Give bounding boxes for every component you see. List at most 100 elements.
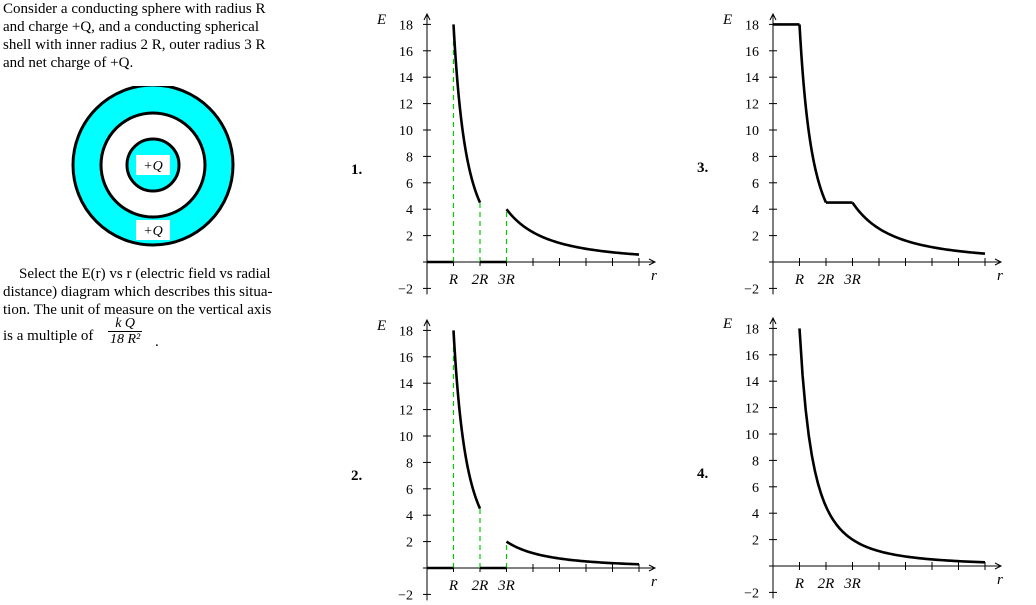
y-tick-label: 4 xyxy=(752,203,759,218)
y-tick-label: 6 xyxy=(752,177,759,192)
y-tick-label: 18 xyxy=(745,18,759,33)
x-tick-label: R xyxy=(448,272,458,288)
y-axis-name: E xyxy=(376,318,386,334)
x-axis-arrow xyxy=(648,258,657,266)
y-tick-label: 10 xyxy=(745,428,759,443)
instruction-line: is a multiple of xyxy=(3,328,94,344)
x-tick-label: 3R xyxy=(497,578,515,594)
y-tick-label: −2 xyxy=(398,282,413,297)
instruction-line: Select the E(r) vs r (electric field vs … xyxy=(19,266,271,282)
y-tick-label: 6 xyxy=(752,481,759,496)
chart-choice-2[interactable]: 18 16 14 12 10 8 6 4 2 −2 E R 2R 3R r xyxy=(365,306,665,605)
y-tick-label: 4 xyxy=(406,509,413,524)
y-tick-label: 8 xyxy=(406,456,413,471)
problem-intro: Consider a conducting sphere with radius… xyxy=(3,0,321,72)
choice-label-3: 3. xyxy=(697,160,709,176)
x-tick-label: 2R xyxy=(818,576,835,592)
x-tick-label: 3R xyxy=(497,272,515,288)
y-tick-label: 14 xyxy=(399,71,413,86)
field-curve-segment xyxy=(452,330,482,510)
unit-tail: . xyxy=(155,334,159,350)
y-tick-label: 18 xyxy=(399,18,413,33)
y-axis-name: E xyxy=(722,12,732,28)
y-tick-label: 2 xyxy=(406,230,413,245)
x-axis-arrow xyxy=(994,258,1003,266)
x-axis-name: r xyxy=(651,574,657,590)
instruction-line: tion. The unit of measure on the vertica… xyxy=(3,302,272,318)
y-tick-label: 12 xyxy=(399,404,413,419)
field-curve-segment xyxy=(798,24,828,204)
y-tick-label: −2 xyxy=(398,588,413,603)
x-tick-label: R xyxy=(448,578,458,594)
sphere-shell-figure: +Q +Q xyxy=(71,86,235,247)
x-tick-label: 2R xyxy=(472,272,489,288)
y-tick-label: 2 xyxy=(752,230,759,245)
y-axis-arrow xyxy=(423,318,431,327)
y-tick-label: 10 xyxy=(745,124,759,139)
y-tick-label: 16 xyxy=(399,351,413,366)
y-tick-label: 14 xyxy=(399,377,413,392)
y-tick-label: 12 xyxy=(745,98,759,113)
unit-fraction: k Q 18 R² xyxy=(108,316,143,347)
y-axis-arrow xyxy=(769,316,777,325)
y-axis-arrow xyxy=(423,12,431,21)
y-tick-label: −2 xyxy=(744,586,759,601)
y-tick-label: 6 xyxy=(406,483,413,498)
y-tick-label: 18 xyxy=(399,324,413,339)
x-axis-arrow xyxy=(648,564,657,572)
y-tick-label: 16 xyxy=(399,45,413,60)
x-axis-name: r xyxy=(997,572,1003,588)
x-tick-label: 2R xyxy=(472,578,489,594)
y-tick-label: 2 xyxy=(406,536,413,551)
field-curve-segment xyxy=(798,328,986,564)
x-tick-label: 3R xyxy=(843,272,861,288)
unit-denominator: 18 R² xyxy=(108,331,143,347)
instruction-line: distance) diagram which describes this s… xyxy=(3,284,273,300)
y-axis-name: E xyxy=(722,316,732,332)
intro-line: Consider a conducting sphere with radius… xyxy=(3,1,266,17)
y-tick-label: 14 xyxy=(745,71,759,86)
y-tick-label: 12 xyxy=(745,402,759,417)
y-tick-label: 8 xyxy=(752,150,759,165)
problem-instruction: Select the E(r) vs r (electric field vs … xyxy=(3,265,321,345)
choice-label-2: 2. xyxy=(351,468,363,484)
y-tick-label: 6 xyxy=(406,177,413,192)
field-curve-segment xyxy=(505,208,640,256)
field-curve-segment xyxy=(452,24,482,204)
y-tick-label: 14 xyxy=(745,375,759,390)
chart-choice-4[interactable]: 18 16 14 12 10 8 6 4 2 −2 E R 2R 3R r xyxy=(711,304,1011,604)
field-curve-segment xyxy=(851,201,986,255)
y-tick-label: 18 xyxy=(745,322,759,337)
x-axis-name: r xyxy=(651,268,657,284)
field-curve-segment xyxy=(505,540,640,566)
y-tick-label: 16 xyxy=(745,349,759,364)
y-axis-name: E xyxy=(376,12,386,28)
unit-numerator: k Q xyxy=(115,316,136,331)
y-tick-label: 8 xyxy=(406,150,413,165)
intro-line: shell with inner radius 2 R, outer radiu… xyxy=(3,37,266,53)
outer-charge-label: +Q xyxy=(143,224,163,239)
x-tick-label: R xyxy=(794,576,804,592)
choice-label-4: 4. xyxy=(697,466,709,482)
y-tick-label: 8 xyxy=(752,454,759,469)
intro-line: and charge +Q, and a conducting spherica… xyxy=(3,19,260,35)
chart-choice-1[interactable]: 18 16 14 12 10 8 6 4 2 −2 E R 2R 3R r xyxy=(365,0,665,300)
y-tick-label: 4 xyxy=(406,203,413,218)
inner-charge-label: +Q xyxy=(143,159,163,174)
chart-choice-3[interactable]: 18 16 14 12 10 8 6 4 2 −2 E R 2R 3R r xyxy=(711,0,1011,300)
x-tick-label: 3R xyxy=(843,576,861,592)
y-axis-arrow xyxy=(769,12,777,21)
y-tick-label: 2 xyxy=(752,534,759,549)
y-tick-label: −2 xyxy=(744,282,759,297)
y-tick-label: 4 xyxy=(752,507,759,522)
y-tick-label: 10 xyxy=(399,430,413,445)
x-axis-arrow xyxy=(994,562,1003,570)
choice-label-1: 1. xyxy=(351,162,363,178)
x-axis-name: r xyxy=(997,268,1003,284)
y-tick-label: 16 xyxy=(745,45,759,60)
intro-line: and net charge of +Q. xyxy=(3,55,134,71)
y-tick-label: 12 xyxy=(399,98,413,113)
y-tick-label: 10 xyxy=(399,124,413,139)
x-tick-label: R xyxy=(794,272,804,288)
x-tick-label: 2R xyxy=(818,272,835,288)
